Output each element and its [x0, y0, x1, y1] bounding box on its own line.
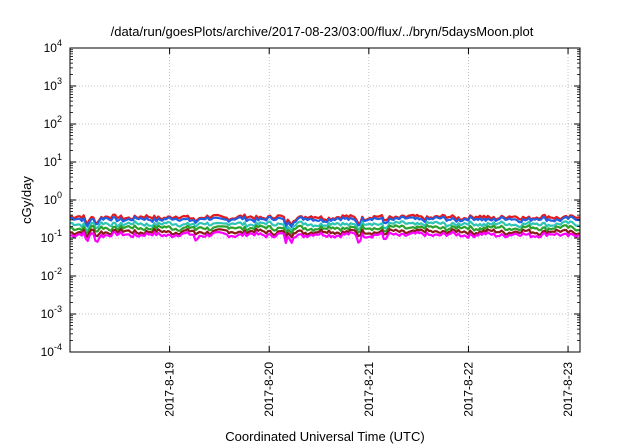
x-tick-label: 2017-8-19 — [163, 362, 177, 417]
series-group — [69, 213, 581, 245]
y-tick-label: 103 — [44, 76, 62, 93]
x-tick-label: 2017-8-20 — [262, 362, 276, 417]
series-line — [69, 227, 580, 241]
y-tick-label: 104 — [44, 38, 62, 55]
x-axis-label: Coordinated Universal Time (UTC) — [225, 429, 424, 444]
series-line — [69, 224, 581, 238]
series-line — [69, 215, 581, 230]
series-line — [69, 230, 580, 245]
chart-title: /data/run/goesPlots/archive/2017-08-23/0… — [111, 24, 534, 39]
y-tick-label: 10-3 — [41, 304, 62, 321]
y-tick-label: 10-4 — [41, 342, 62, 359]
y-tick-label: 101 — [44, 152, 62, 169]
series-line — [70, 220, 581, 235]
x-tick-label: 2017-8-21 — [362, 362, 376, 417]
y-axis-label: cGy/day — [19, 176, 34, 224]
y-axis: 10-4 10-3 10-2 10-1 100 101 102 103 104 — [41, 38, 580, 359]
y-tick-label: 100 — [44, 190, 62, 207]
y-tick-label: 102 — [44, 114, 62, 131]
x-axis: 2017-8-19 2017-8-20 2017-8-21 2017-8-22 2017… — [163, 48, 575, 417]
x-tick-label: 2017-8-22 — [461, 362, 475, 417]
grid — [70, 48, 580, 352]
x-tick-label: 2017-8-23 — [561, 362, 575, 417]
y-tick-label: 10-2 — [41, 266, 62, 283]
y-tick-label: 10-1 — [41, 228, 62, 245]
